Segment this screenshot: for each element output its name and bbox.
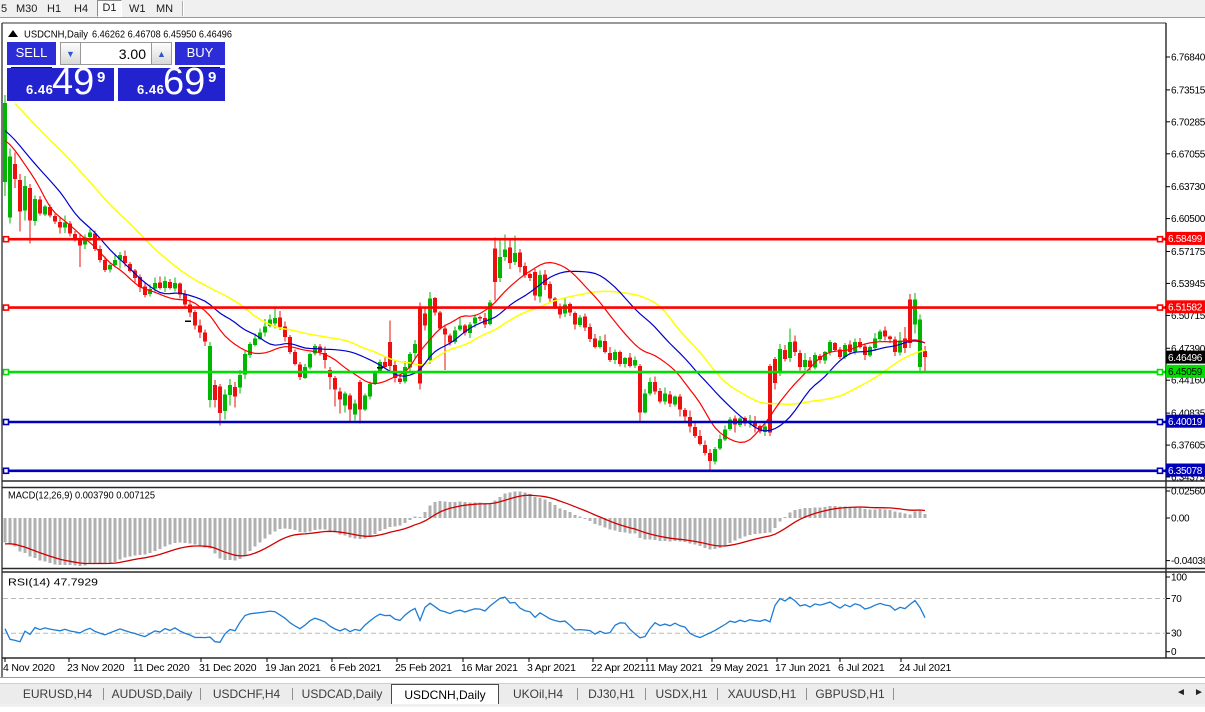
svg-text:6.35078: 6.35078 bbox=[1168, 466, 1203, 477]
svg-text:0: 0 bbox=[1171, 647, 1177, 658]
svg-text:6.73515: 6.73515 bbox=[1171, 85, 1205, 96]
svg-text:29 May 2021: 29 May 2021 bbox=[710, 662, 769, 674]
svg-text:24 Jul 2021: 24 Jul 2021 bbox=[899, 662, 951, 674]
svg-text:6.58499: 6.58499 bbox=[1168, 234, 1203, 245]
svg-text:6.45059: 6.45059 bbox=[1168, 367, 1203, 378]
svg-text:0.00: 0.00 bbox=[1171, 514, 1190, 525]
svg-text:6.67055: 6.67055 bbox=[1171, 149, 1205, 160]
svg-text:6.40835: 6.40835 bbox=[1171, 409, 1205, 420]
svg-text:6.76840: 6.76840 bbox=[1171, 53, 1205, 64]
svg-text:6.44160: 6.44160 bbox=[1171, 376, 1205, 387]
svg-text:6.46262 6.46708 6.45950 6.4649: 6.46262 6.46708 6.45950 6.46496 bbox=[92, 29, 232, 41]
svg-text:70: 70 bbox=[1171, 594, 1182, 605]
svg-text:6 Feb 2021: 6 Feb 2021 bbox=[330, 662, 381, 674]
svg-text:6.70285: 6.70285 bbox=[1171, 117, 1205, 128]
svg-text:17 Jun 2021: 17 Jun 2021 bbox=[775, 662, 831, 674]
svg-text:-0.0403800: -0.0403800 bbox=[1171, 556, 1205, 567]
svg-text:6.53945: 6.53945 bbox=[1171, 279, 1205, 290]
svg-text:16 Mar 2021: 16 Mar 2021 bbox=[461, 662, 518, 674]
svg-text:19 Jan 2021: 19 Jan 2021 bbox=[265, 662, 321, 674]
svg-text:MACD(12,26,9) 0.003790 0.00712: MACD(12,26,9) 0.003790 0.007125 bbox=[8, 490, 155, 502]
svg-text:6.37605: 6.37605 bbox=[1171, 441, 1205, 452]
svg-text:22 Apr 2021: 22 Apr 2021 bbox=[591, 662, 646, 674]
svg-text:30: 30 bbox=[1171, 629, 1182, 640]
svg-text:6.46496: 6.46496 bbox=[1168, 353, 1203, 364]
svg-text:6 Jul 2021: 6 Jul 2021 bbox=[838, 662, 885, 674]
svg-text:0.0256090: 0.0256090 bbox=[1171, 487, 1205, 498]
svg-text:23 Nov 2020: 23 Nov 2020 bbox=[67, 662, 125, 674]
svg-text:3 Apr 2021: 3 Apr 2021 bbox=[527, 662, 576, 674]
svg-text:6.40019: 6.40019 bbox=[1168, 417, 1203, 428]
svg-text:25 Feb 2021: 25 Feb 2021 bbox=[395, 662, 452, 674]
svg-text:USDCNH,Daily: USDCNH,Daily bbox=[24, 29, 89, 41]
svg-text:RSI(14) 47.7929: RSI(14) 47.7929 bbox=[8, 577, 98, 589]
svg-text:6.47390: 6.47390 bbox=[1171, 344, 1205, 355]
svg-text:6.57175: 6.57175 bbox=[1171, 247, 1205, 258]
svg-text:31 Dec 2020: 31 Dec 2020 bbox=[199, 662, 257, 674]
svg-text:100: 100 bbox=[1171, 573, 1188, 584]
svg-text:4 Nov 2020: 4 Nov 2020 bbox=[3, 662, 55, 674]
svg-text:11 Dec 2020: 11 Dec 2020 bbox=[133, 662, 190, 674]
svg-text:6.50715: 6.50715 bbox=[1171, 311, 1205, 322]
svg-text:6.51582: 6.51582 bbox=[1168, 303, 1203, 314]
svg-text:11 May 2021: 11 May 2021 bbox=[645, 662, 703, 674]
svg-text:6.60500: 6.60500 bbox=[1171, 214, 1205, 225]
svg-text:6.34375: 6.34375 bbox=[1171, 473, 1205, 484]
svg-text:6.63730: 6.63730 bbox=[1171, 182, 1205, 193]
